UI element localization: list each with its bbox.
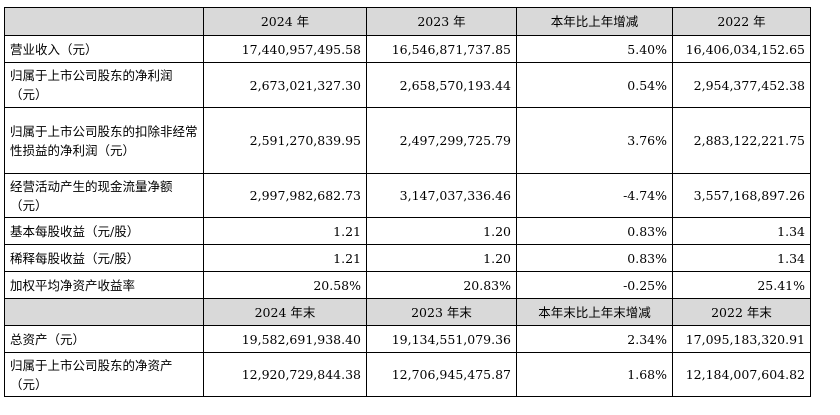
value-2022: 17,095,183,320.91 — [672, 325, 811, 353]
value-2023: 2,658,570,193.44 — [366, 62, 517, 108]
value-2024: 17,440,957,495.58 — [203, 35, 367, 63]
value-change: 0.54% — [516, 62, 673, 108]
value-2022: 1.34 — [672, 217, 811, 245]
financial-indicators-table: 2024 年 2023 年 本年比上年增减 2022 年 营业收入（元） 17,… — [4, 7, 811, 397]
header-cell-blank — [4, 298, 204, 326]
value-2023: 3,147,037,336.46 — [366, 173, 517, 218]
table-row-basic-eps: 基本每股收益（元/股） 1.21 1.20 0.83% 1.34 — [4, 217, 811, 245]
header-row-annual: 2024 年 2023 年 本年比上年增减 2022 年 — [4, 7, 811, 36]
value-2023: 1.20 — [366, 217, 517, 245]
value-2022: 12,184,007,604.82 — [672, 352, 811, 397]
header-row-year-end: 2024 年末 2023 年末 本年末比上年末增减 2022 年末 — [4, 298, 811, 326]
row-label: 归属于上市公司股东的扣除非经常性损益的净利润（元） — [4, 107, 204, 174]
header-cell-change-end: 本年末比上年末增减 — [516, 298, 673, 326]
value-change: -0.25% — [516, 271, 673, 299]
value-2023: 1.20 — [366, 244, 517, 272]
value-2024: 20.58% — [203, 271, 367, 299]
row-label: 归属于上市公司股东的净资产（元） — [4, 352, 204, 397]
value-2024: 19,582,691,938.40 — [203, 325, 367, 353]
value-2023: 19,134,551,079.36 — [366, 325, 517, 353]
header-cell-2022-end: 2022 年末 — [672, 298, 811, 326]
value-2022: 3,557,168,897.26 — [672, 173, 811, 218]
value-change: 5.40% — [516, 35, 673, 63]
value-2022: 16,406,034,152.65 — [672, 35, 811, 63]
value-2023: 16,546,871,737.85 — [366, 35, 517, 63]
table-row-roe: 加权平均净资产收益率 20.58% 20.83% -0.25% 25.41% — [4, 271, 811, 299]
row-label: 稀释每股收益（元/股） — [4, 244, 204, 272]
row-label: 归属于上市公司股东的净利润（元） — [4, 62, 204, 108]
table-row-operating-cash-flow: 经营活动产生的现金流量净额（元） 2,997,982,682.73 3,147,… — [4, 173, 811, 218]
header-cell-change: 本年比上年增减 — [516, 7, 673, 36]
value-2022: 2,883,122,221.75 — [672, 107, 811, 174]
header-cell-2024: 2024 年 — [203, 7, 367, 36]
table-row-net-profit-deducted: 归属于上市公司股东的扣除非经常性损益的净利润（元） 2,591,270,839.… — [4, 107, 811, 174]
table-row-revenue: 营业收入（元） 17,440,957,495.58 16,546,871,737… — [4, 35, 811, 63]
header-cell-2024-end: 2024 年末 — [203, 298, 367, 326]
value-2023: 2,497,299,725.79 — [366, 107, 517, 174]
row-label: 总资产（元） — [4, 325, 204, 353]
value-2024: 1.21 — [203, 244, 367, 272]
row-label: 经营活动产生的现金流量净额（元） — [4, 173, 204, 218]
value-2024: 2,673,021,327.30 — [203, 62, 367, 108]
value-change: -4.74% — [516, 173, 673, 218]
value-2022: 1.34 — [672, 244, 811, 272]
row-label: 加权平均净资产收益率 — [4, 271, 204, 299]
table-row-diluted-eps: 稀释每股收益（元/股） 1.21 1.20 0.83% 1.34 — [4, 244, 811, 272]
value-change: 3.76% — [516, 107, 673, 174]
header-cell-2023: 2023 年 — [366, 7, 517, 36]
value-change: 1.68% — [516, 352, 673, 397]
table-row-net-profit: 归属于上市公司股东的净利润（元） 2,673,021,327.30 2,658,… — [4, 62, 811, 108]
value-change: 0.83% — [516, 217, 673, 245]
value-2024: 1.21 — [203, 217, 367, 245]
value-change: 0.83% — [516, 244, 673, 272]
row-label: 基本每股收益（元/股） — [4, 217, 204, 245]
value-2022: 2,954,377,452.38 — [672, 62, 811, 108]
value-2024: 2,591,270,839.95 — [203, 107, 367, 174]
row-label: 营业收入（元） — [4, 35, 204, 63]
table-row-total-assets: 总资产（元） 19,582,691,938.40 19,134,551,079.… — [4, 325, 811, 353]
value-change: 2.34% — [516, 325, 673, 353]
value-2022: 25.41% — [672, 271, 811, 299]
header-cell-2023-end: 2023 年末 — [366, 298, 517, 326]
table-row-net-assets: 归属于上市公司股东的净资产（元） 12,920,729,844.38 12,70… — [4, 352, 811, 397]
header-cell-blank — [4, 7, 204, 36]
value-2024: 12,920,729,844.38 — [203, 352, 367, 397]
value-2023: 12,706,945,475.87 — [366, 352, 517, 397]
value-2024: 2,997,982,682.73 — [203, 173, 367, 218]
header-cell-2022: 2022 年 — [672, 7, 811, 36]
value-2023: 20.83% — [366, 271, 517, 299]
